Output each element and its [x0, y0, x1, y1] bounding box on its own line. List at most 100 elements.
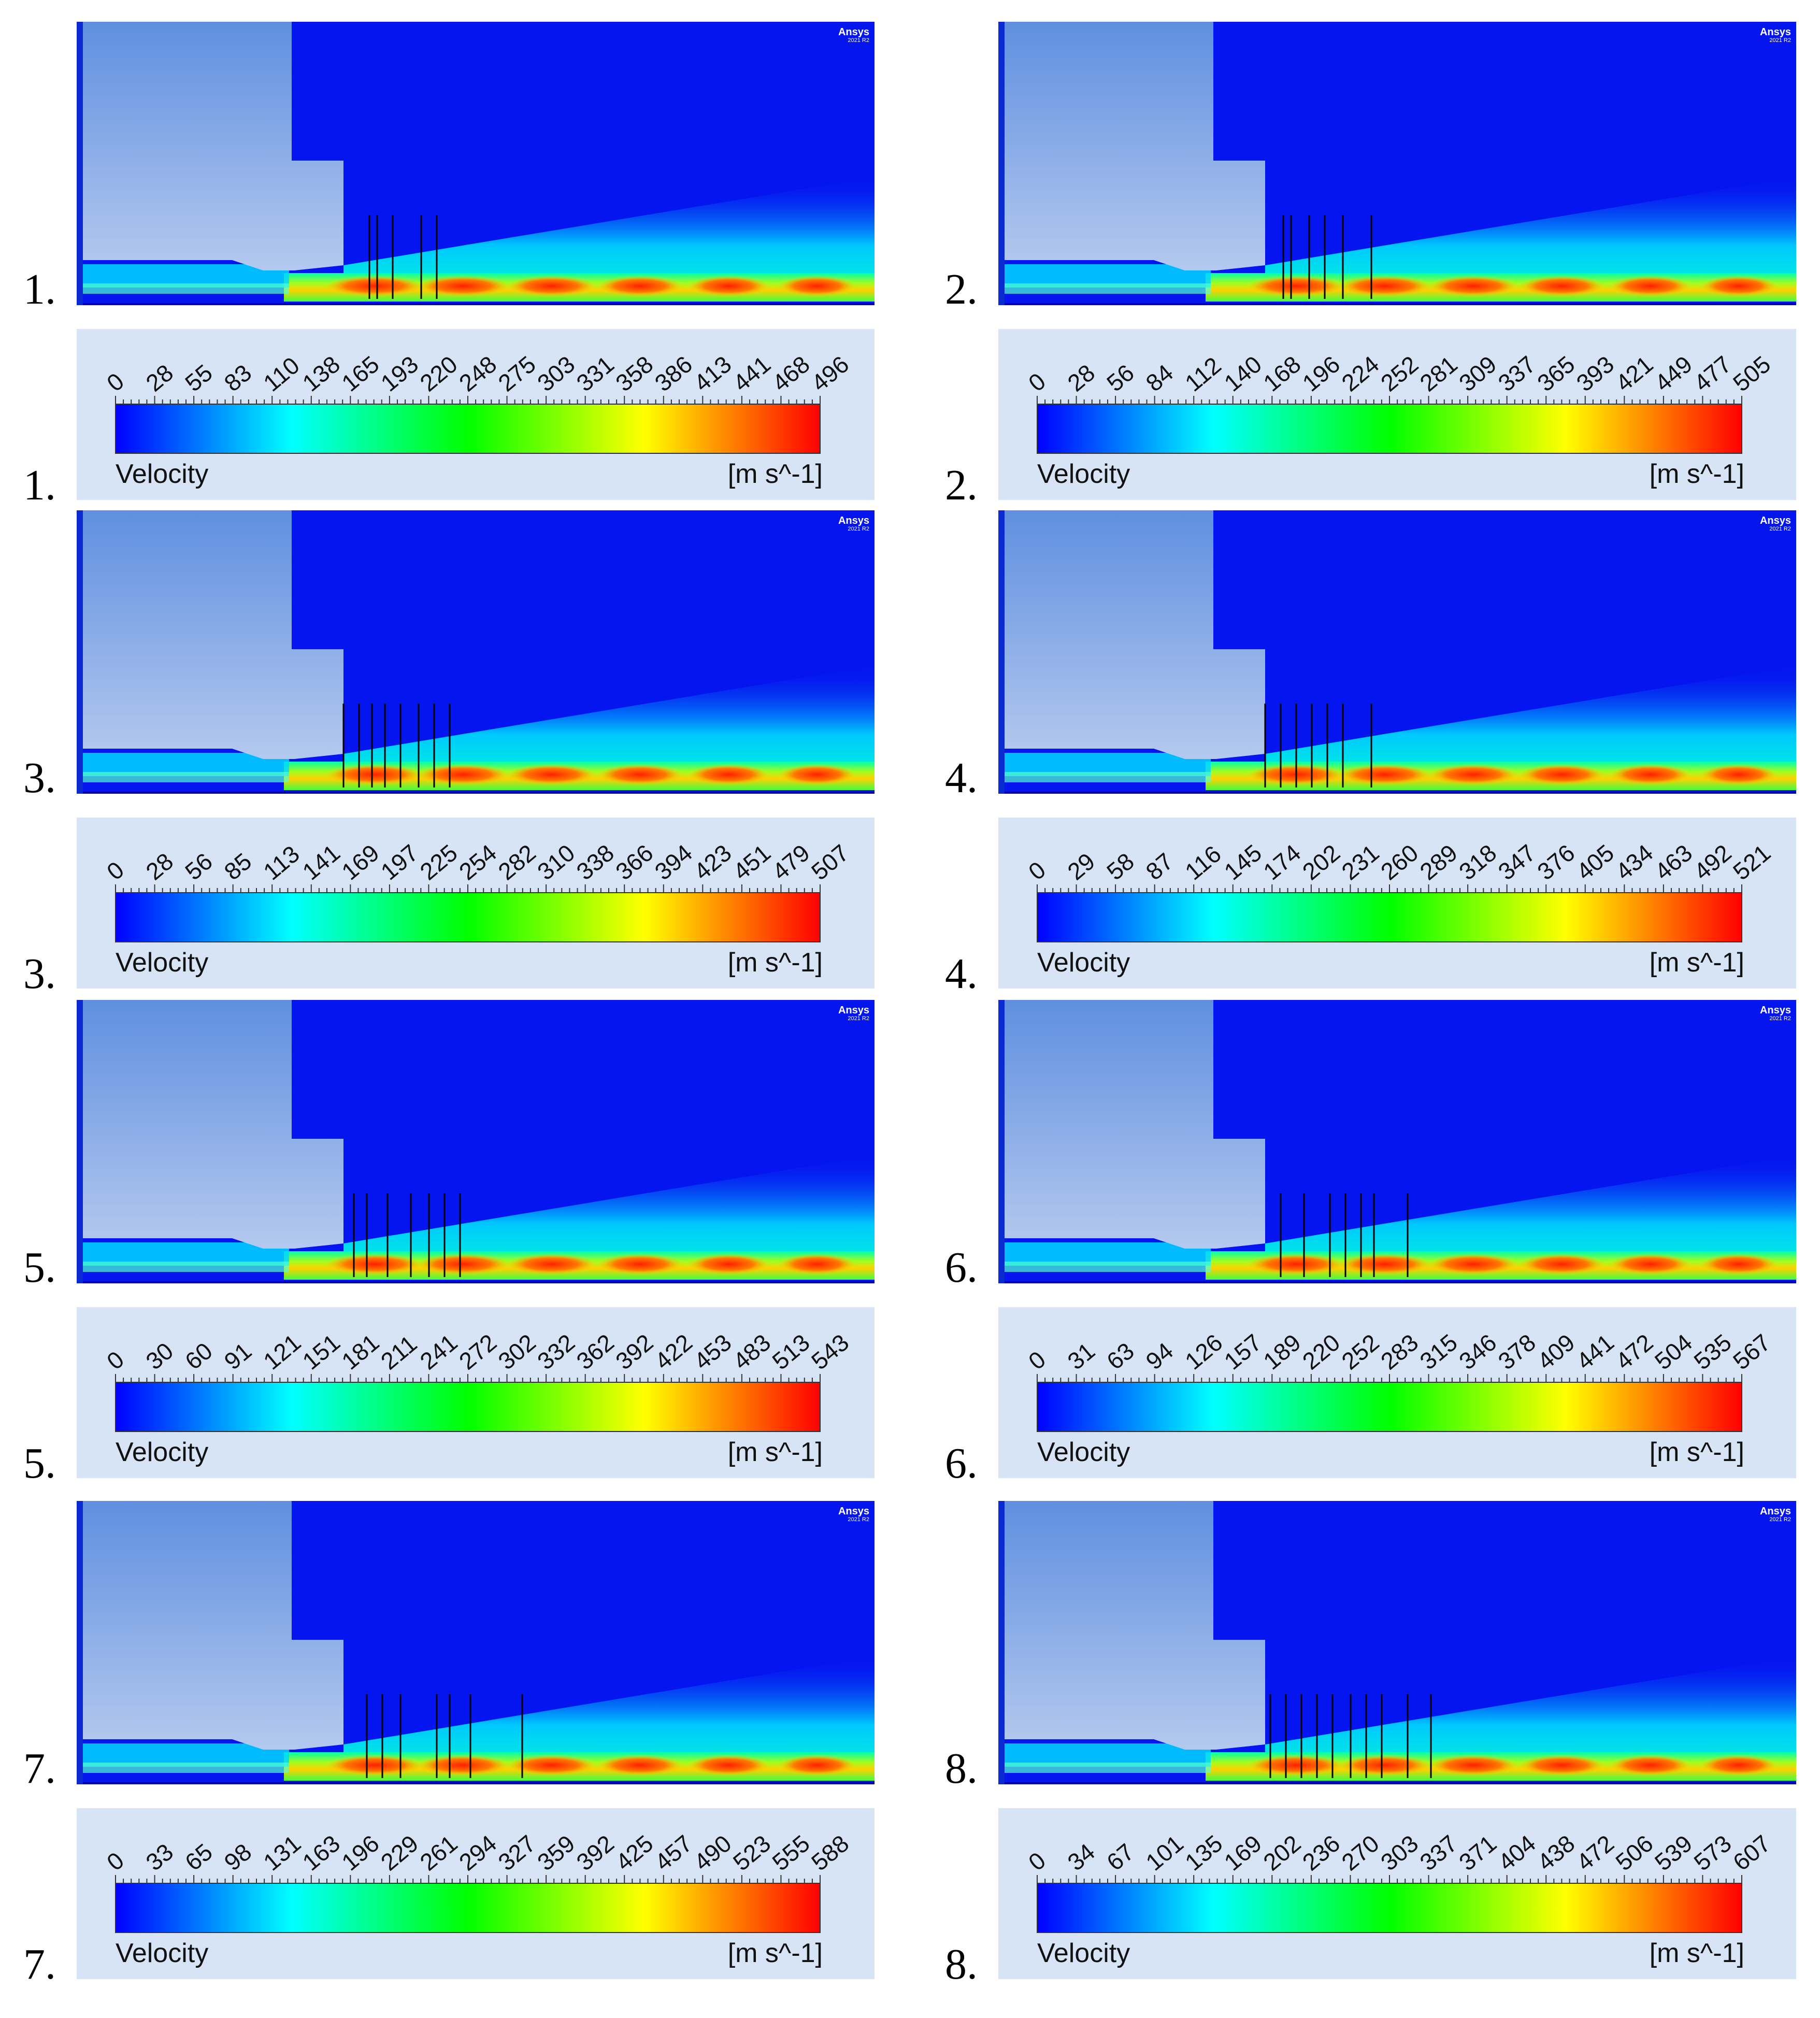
tick-label: 63: [1101, 1337, 1139, 1375]
tick-label: 378: [1493, 1328, 1541, 1375]
nozzle-body: [83, 1000, 343, 1249]
brand-version: 2021 R2: [1769, 1015, 1791, 1022]
velocity-contour-view: Ansys 2021 R2: [77, 510, 875, 798]
shock-cell: [415, 764, 510, 785]
legend-unit: [m s^-1]: [1649, 1437, 1744, 1467]
tick-label: 337: [1493, 350, 1541, 396]
tick-label: 241: [414, 1328, 462, 1375]
tick-label: 588: [806, 1829, 854, 1876]
ansys-brand: Ansys 2021 R2: [838, 1005, 869, 1022]
color-bar: [1037, 404, 1742, 454]
tick-label: 543: [806, 1328, 854, 1375]
tick-label: 138: [297, 350, 345, 396]
tick-label: 85: [219, 848, 257, 885]
brand-version: 2021 R2: [1769, 1516, 1791, 1523]
tick-label: 28: [141, 359, 179, 397]
brand-name: Ansys: [1759, 1506, 1791, 1517]
tick-label: 453: [689, 1328, 736, 1375]
wall: [998, 303, 1796, 305]
nozzle-body: [83, 22, 343, 270]
tick-label: 121: [258, 1328, 306, 1375]
tick-label: 252: [1336, 1328, 1384, 1375]
legend-panel-label: 6.: [945, 1439, 978, 1487]
tick-label: 449: [1650, 350, 1697, 396]
tick-label: 365: [1532, 350, 1580, 396]
tick-label: 327: [493, 1829, 541, 1876]
panel-label: 6.: [945, 1243, 978, 1292]
panel-label: 8.: [945, 1744, 978, 1793]
shock-cell: [1609, 1755, 1692, 1776]
shock-cell: [778, 1254, 856, 1275]
shock-cell: [778, 1755, 856, 1776]
shock-cell: [1518, 1254, 1605, 1275]
velocity-contour-view: Ansys 2021 R2: [77, 1000, 875, 1287]
tick-label: 28: [1063, 359, 1100, 397]
tick-label: 135: [1180, 1829, 1227, 1876]
legend-title: Velocity: [1037, 1437, 1130, 1467]
tick-label: 394: [650, 839, 697, 885]
tick-label: 275: [493, 350, 541, 396]
tick-label: 225: [414, 839, 462, 885]
tick-label: 229: [376, 1829, 423, 1876]
tick-label: 94: [1141, 1337, 1179, 1375]
tick-label: 376: [1532, 839, 1580, 885]
shear-layer: [1265, 1155, 1796, 1280]
color-bar: [1037, 1883, 1742, 1933]
tick-label: 303: [1375, 1829, 1423, 1876]
tick-label: 425: [610, 1829, 658, 1876]
velocity-contour-view: Ansys 2021 R2: [77, 22, 875, 309]
tick-label: 371: [1454, 1829, 1501, 1876]
shock-cell: [1428, 1254, 1518, 1275]
brand-version: 2021 R2: [1769, 526, 1791, 532]
tick-label: 31: [1063, 1337, 1100, 1375]
tick-label: 254: [454, 839, 501, 885]
shock-cell: [415, 1755, 510, 1776]
legend-panel-label: 2.: [945, 461, 978, 509]
tick-label: 58: [1101, 848, 1139, 885]
color-bar: [115, 404, 821, 454]
velocity-legend: 0 28 55 83 110 138 165 193 220 248 275 303 331 358 386…: [77, 329, 875, 500]
shock-cell: [778, 276, 856, 296]
shock-cell: [687, 1254, 770, 1275]
velocity-legend: 0 33 65 98 131 163 196 229 261 294 327 359 392 425 457…: [77, 1808, 875, 1979]
shock-cell: [597, 764, 683, 785]
tick-label: 472: [1571, 1829, 1619, 1876]
shock-cell: [1337, 1254, 1432, 1275]
shock-cell: [1609, 276, 1692, 296]
color-bar: [1037, 1382, 1742, 1432]
shear-layer: [1265, 177, 1796, 302]
shock-cell: [687, 764, 770, 785]
tick-label: 56: [180, 848, 218, 885]
shock-cell: [506, 276, 597, 296]
tick-label: 318: [1454, 839, 1501, 885]
tick-label: 337: [1415, 1829, 1463, 1876]
tick-label: 359: [532, 1829, 580, 1876]
tick-label: 220: [1297, 1328, 1345, 1375]
legend-title: Velocity: [116, 1437, 209, 1467]
tick-label: 145: [1219, 839, 1267, 885]
tick-label: 289: [1415, 839, 1463, 885]
shock-cell: [1609, 764, 1692, 785]
shock-cell: [1247, 276, 1345, 296]
tick-label: 157: [1219, 1328, 1267, 1375]
brand-version: 2021 R2: [1769, 37, 1791, 44]
tick-label: 84: [1141, 359, 1179, 397]
tick-label: 169: [336, 839, 384, 885]
brand-name: Ansys: [1759, 26, 1791, 38]
color-bar: [115, 1883, 821, 1933]
legend-title: Velocity: [116, 459, 209, 489]
legend-unit: [m s^-1]: [727, 459, 823, 489]
nozzle-body: [1005, 1501, 1265, 1750]
legend-panel-label: 8.: [945, 1940, 978, 1988]
tick-label: 0: [102, 856, 129, 885]
tick-label: 441: [1571, 1328, 1619, 1375]
shock-cell: [325, 276, 424, 296]
wall: [77, 1782, 875, 1784]
shock-cell: [1428, 1755, 1518, 1776]
tick-label: 555: [767, 1829, 814, 1876]
tick-label: 193: [376, 350, 423, 396]
ansys-brand: Ansys 2021 R2: [1760, 1506, 1791, 1523]
velocity-legend: 0 34 67 101 135 169 202 236 270 303 337 371 404 438 47…: [998, 1808, 1796, 1979]
shock-cell: [1518, 276, 1605, 296]
tick-label: 421: [1610, 350, 1658, 396]
